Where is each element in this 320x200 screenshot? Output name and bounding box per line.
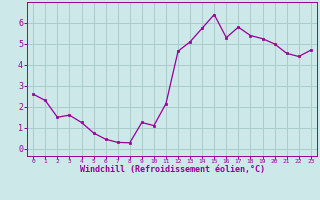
X-axis label: Windchill (Refroidissement éolien,°C): Windchill (Refroidissement éolien,°C) <box>79 165 265 174</box>
